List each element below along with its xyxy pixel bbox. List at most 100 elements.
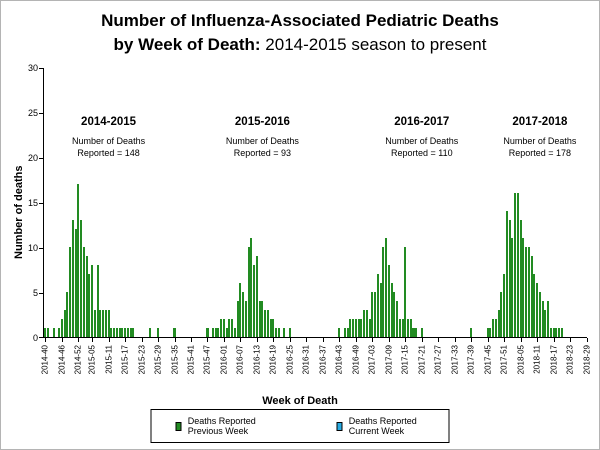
bar-2018-20 (560, 328, 563, 337)
bar-2016-08 (242, 292, 245, 337)
x-tick-mark-2018-05 (520, 338, 522, 342)
bar-2014-48 (66, 292, 69, 337)
bar-2018-11 (536, 283, 539, 337)
bar-2014-47 (63, 310, 66, 337)
season-label: 2015-2016 (234, 116, 290, 128)
bar-2015-18 (126, 328, 129, 337)
bar-2017-16 (406, 319, 410, 337)
x-tick-mark-2017-21 (421, 338, 423, 342)
bar-2016-52 (363, 310, 366, 337)
x-tick-mark-2017-33 (454, 338, 456, 342)
bar-2018-08 (527, 247, 530, 337)
bar-2018-09 (530, 256, 533, 337)
season-label: 2017-2018 (512, 116, 568, 128)
season-deaths-line2: Reported = 93 (233, 148, 292, 159)
chart-title-line2-regular: 2014-2015 season to present (260, 34, 487, 54)
bar-2016-11 (250, 238, 253, 337)
bar-2018-05 (519, 220, 522, 337)
bar-2018-15 (547, 301, 550, 337)
x-tick-mark-2017-27 (438, 338, 440, 342)
bar-2017-04 (374, 292, 377, 337)
y-tick-mark-5 (39, 293, 44, 294)
x-tick-mark-2015-05 (92, 338, 94, 342)
x-tick-label-2014-40: 2014-40 (40, 345, 50, 375)
bar-2017-18 (412, 328, 415, 337)
bar-2015-50 (214, 328, 217, 337)
bar-2015-14 (115, 328, 118, 337)
bar-2017-48 (494, 319, 497, 337)
bar-2016-51 (360, 319, 363, 337)
x-tick-label-2015-17: 2015-17 (120, 345, 130, 375)
bar-2017-09 (387, 265, 390, 337)
x-tick-mark-2014-40 (45, 338, 47, 342)
bar-2017-06 (379, 283, 382, 337)
x-tick-label-2014-52: 2014-52 (73, 345, 83, 375)
x-tick-label-2017-39: 2017-39 (466, 345, 476, 375)
x-tick-mark-2015-41 (190, 338, 192, 342)
x-tick-label-2016-01: 2016-01 (219, 345, 229, 375)
legend: Deaths Reported Previous Week Deaths Rep… (150, 409, 450, 443)
legend-item-current-week: Deaths Reported Current Week (336, 416, 425, 436)
bar-2015-13 (113, 328, 116, 337)
x-tick-label-2016-25: 2016-25 (285, 345, 295, 375)
x-tick-mark-2016-19 (273, 338, 275, 342)
bar-2018-06 (522, 238, 525, 337)
bar-2016-23 (283, 328, 286, 337)
y-tick-label-0: 0 (32, 333, 38, 343)
bar-2017-15 (404, 247, 407, 337)
bar-2017-12 (396, 301, 399, 337)
x-tick-mark-2015-23 (141, 338, 143, 342)
bar-2018-01 (508, 220, 511, 337)
x-tick-label-2018-23: 2018-23 (565, 345, 575, 375)
bar-2016-14 (258, 301, 261, 337)
x-tick-mark-2018-17 (553, 338, 555, 342)
x-tick-label-2017-15: 2017-15 (400, 345, 410, 375)
x-tick-label-2015-11: 2015-11 (104, 345, 114, 374)
legend-label-current-week: Deaths Reported Current Week (348, 416, 417, 436)
x-tick-label-2018-17: 2018-17 (549, 345, 559, 375)
bar-2016-25 (288, 328, 291, 337)
bar-2016-10 (247, 247, 250, 337)
x-tick-mark-2017-51 (504, 338, 506, 342)
bar-2015-52 (220, 319, 223, 337)
bar-2018-14 (544, 310, 547, 337)
x-tick-label-2015-29: 2015-29 (153, 345, 163, 375)
bar-2015-17 (124, 328, 127, 337)
x-tick-label-2017-27: 2017-27 (433, 345, 443, 375)
bar-2015-11 (107, 310, 110, 337)
bar-2014-49 (69, 247, 72, 337)
bar-2015-29 (156, 328, 160, 337)
bar-2016-16 (264, 310, 267, 337)
y-tick-mark-15 (39, 203, 44, 204)
legend-item-previous-week: Deaths Reported Previous Week (175, 416, 267, 436)
bar-2017-07 (382, 247, 385, 337)
bar-2015-12 (110, 328, 113, 337)
bar-2018-02 (511, 238, 514, 337)
bar-2017-49 (497, 310, 500, 337)
bar-2017-45 (486, 328, 489, 337)
bar-2016-46 (346, 328, 349, 337)
bar-2015-05 (91, 265, 94, 337)
bar-2017-17 (409, 319, 412, 337)
bar-2016-19 (272, 319, 275, 337)
bar-2016-21 (277, 328, 280, 337)
y-tick-label-15: 15 (27, 198, 38, 208)
bar-2016-07 (239, 283, 242, 337)
x-tick-label-2016-13: 2016-13 (252, 345, 262, 375)
season-deaths-line2: Reported = 148 (77, 148, 140, 159)
x-tick-label-2018-11: 2018-11 (532, 345, 542, 374)
bar-2017-14 (401, 319, 404, 337)
x-tick-mark-2015-11 (108, 338, 110, 342)
bar-2016-01 (222, 319, 225, 337)
bar-2014-46 (60, 319, 63, 337)
bar-2018-04 (516, 193, 519, 337)
bar-2016-18 (269, 319, 272, 337)
x-tick-label-2015-41: 2015-41 (186, 345, 196, 375)
x-tick-label-2015-23: 2015-23 (137, 345, 147, 375)
x-tick-label-2016-07: 2016-07 (235, 345, 245, 375)
x-tick-label-2015-05: 2015-05 (87, 345, 97, 375)
bar-2015-09 (102, 310, 105, 337)
bar-2018-07 (525, 247, 528, 337)
bar-2015-03 (85, 256, 88, 337)
x-tick-mark-2018-11 (537, 338, 539, 342)
